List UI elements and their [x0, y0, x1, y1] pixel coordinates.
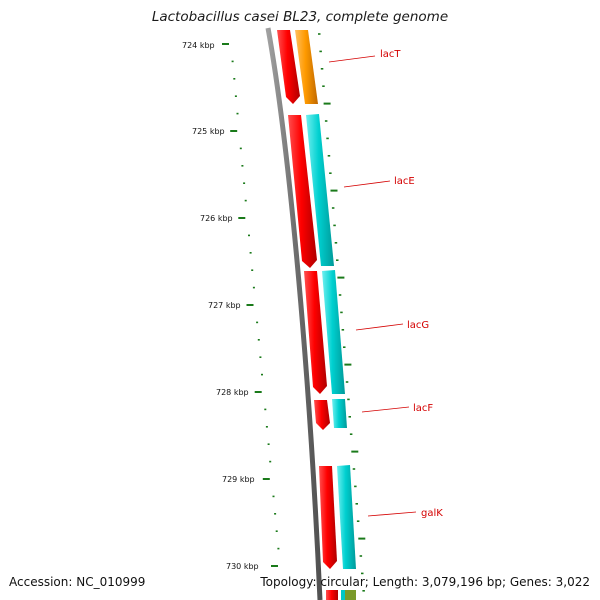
ruler-label: 727 kbp [208, 301, 241, 310]
gene-feature-cyan [337, 465, 356, 569]
gene-label-lacG: lacG [407, 320, 429, 331]
cds-feature-red [326, 590, 338, 600]
ruler-labels: 724 kbp 725 kbp 726 kbp 727 kbp 728 kbp … [182, 41, 259, 571]
gene-label-lacE: lacE [394, 176, 415, 187]
map-title: Lactobacillus casei BL23, complete genom… [151, 9, 449, 25]
cds-feature-red [277, 30, 300, 104]
gene-labels: lacT lacE lacG lacF galK [328, 49, 443, 519]
gene-feature-cyan [322, 270, 345, 394]
genome-backbone [265, 27, 323, 600]
cds-feature-red [304, 271, 327, 394]
gene-feature-cyan [341, 590, 345, 600]
gene-label-galK: galK [421, 508, 443, 519]
gene-feature-olive [345, 590, 356, 600]
ruler-label: 729 kbp [222, 475, 255, 484]
gene-feature-lacT [295, 30, 318, 104]
accession-text: Accession: NC_010999 [9, 575, 146, 589]
gene-feature-cyan [332, 399, 347, 428]
ruler-label: 725 kbp [192, 127, 225, 136]
cds-feature-red [314, 400, 330, 430]
gene-label-lacF: lacF [413, 403, 433, 414]
outer-ticks [318, 33, 366, 592]
ruler-label: 728 kbp [216, 388, 249, 397]
reverse-strand-genes [295, 30, 356, 600]
cds-feature-red [288, 115, 317, 268]
genome-stats-text: Topology: circular; Length: 3,079,196 bp… [260, 575, 590, 589]
forward-strand-genes [277, 30, 338, 600]
ruler-label: 724 kbp [182, 41, 215, 50]
ruler-label: 726 kbp [200, 214, 233, 223]
ruler-label: 730 kbp [226, 562, 259, 571]
gene-label-lacT: lacT [380, 49, 401, 60]
gene-feature-cyan [306, 114, 334, 266]
major-ticks [222, 43, 278, 567]
minor-ticks [231, 60, 280, 550]
cds-feature-red [319, 466, 337, 569]
